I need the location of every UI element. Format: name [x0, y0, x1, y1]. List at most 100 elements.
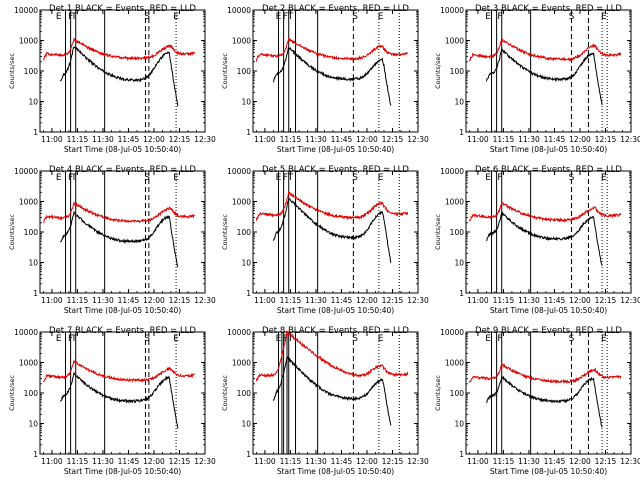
x-tick-label: 11:30	[92, 457, 114, 466]
chart-title: Det 1 BLACK = Events, RED = LLD	[49, 4, 196, 14]
time-marker-letter: F	[283, 12, 288, 22]
time-marker-letter: E	[378, 334, 384, 344]
time-marker-letter: T	[70, 334, 77, 344]
x-tick-label: 12:30	[194, 296, 216, 305]
y-tick-label: 1	[33, 128, 38, 137]
x-tick-label: 12:15	[169, 296, 191, 305]
x-tick-label: 12:15	[169, 135, 191, 144]
time-marker-letter: E	[601, 334, 607, 344]
time-marker-letter: E	[485, 334, 491, 344]
time-marker-letter: E	[485, 12, 491, 22]
y-tick-label: 1000	[445, 359, 464, 368]
x-tick-label: 11:45	[331, 135, 353, 144]
x-tick-label: 11:45	[331, 296, 353, 305]
time-marker-letter: F	[68, 12, 73, 22]
time-marker-letter: E	[276, 12, 282, 22]
chart-panel: Det 4 BLACK = Events, RED = LLD 1 10 100 100…	[8, 165, 216, 315]
time-marker-letter: S	[352, 334, 358, 344]
x-tick-label: 12:00	[143, 135, 165, 144]
x-tick-label: 11:15	[493, 457, 515, 466]
time-marker-letter: F	[497, 334, 502, 344]
time-marker-letter: E	[276, 334, 282, 344]
time-marker-letter: E	[378, 173, 384, 183]
x-tick-label: 11:45	[544, 135, 566, 144]
x-axis-label: Start Time (08-Jul-05 10:50:40)	[490, 145, 607, 154]
x-tick-label: 11:30	[518, 296, 540, 305]
time-marker-letter: F	[68, 334, 73, 344]
y-tick-label: 1	[459, 128, 464, 137]
y-axis-label: Counts/sec	[8, 214, 16, 250]
chart-title: Det 2 BLACK = Events, RED = LLD	[262, 4, 409, 14]
chart-title: Det 5 BLACK = Events, RED = LLD	[262, 165, 409, 175]
events-series-line	[272, 46, 392, 106]
y-tick-label: 100	[450, 67, 465, 76]
time-marker-letter: T	[70, 12, 77, 22]
y-tick-label: 100	[450, 228, 465, 237]
x-tick-label: 12:15	[595, 135, 617, 144]
lld-series-line	[42, 359, 196, 384]
x-tick-label: 11:45	[118, 296, 140, 305]
events-series-line	[486, 210, 603, 266]
y-tick-label: 1	[246, 289, 251, 298]
y-tick-label: 1	[33, 289, 38, 298]
y-axis-label: Counts/sec	[434, 53, 442, 89]
y-tick-label: 1000	[445, 198, 464, 207]
x-tick-label: 12:30	[407, 135, 429, 144]
time-marker-letter: E	[276, 173, 282, 183]
y-tick-label: 1000	[19, 359, 38, 368]
x-axis-label: Start Time (08-Jul-05 10:50:40)	[64, 467, 181, 476]
y-tick-label: 10	[241, 98, 251, 107]
x-axis-label: Start Time (08-Jul-05 10:50:40)	[277, 306, 394, 315]
y-tick-label: 10000	[227, 6, 251, 15]
x-axis-label: Start Time (08-Jul-05 10:50:40)	[490, 467, 607, 476]
x-tick-label: 11:00	[254, 457, 276, 466]
time-marker-letter: T	[287, 334, 294, 344]
y-tick-label: 1000	[232, 359, 251, 368]
lld-series-line	[43, 36, 196, 62]
x-tick-label: 11:00	[41, 296, 63, 305]
x-tick-label: 11:00	[254, 296, 276, 305]
x-tick-label: 12:30	[407, 296, 429, 305]
y-tick-label: 10000	[227, 328, 251, 337]
y-tick-label: 100	[237, 389, 252, 398]
time-marker-letter: E	[601, 12, 607, 22]
plot-frame	[465, 331, 632, 455]
chart-panel: Det 1 BLACK = Events, RED = LLD 1 10 100 100…	[8, 4, 216, 154]
time-marker-letter: E	[173, 334, 179, 344]
y-axis-label: Counts/sec	[221, 375, 229, 411]
x-tick-label: 11:15	[493, 135, 515, 144]
lld-series-line	[43, 201, 196, 224]
x-tick-label: 12:00	[569, 135, 591, 144]
y-tick-label: 10000	[14, 167, 38, 176]
time-marker-letter: T	[70, 173, 77, 183]
chart-title: Det 9 BLACK = Events, RED = LLD	[475, 326, 622, 336]
events-series-line	[485, 48, 603, 106]
x-axis-label: Start Time (08-Jul-05 10:50:40)	[64, 145, 181, 154]
y-tick-label: 10000	[227, 167, 251, 176]
chart-panel: Det 8 BLACK = Events, RED = LLD 1 10 100 100…	[221, 326, 429, 476]
x-axis-label: Start Time (08-Jul-05 10:50:40)	[490, 306, 607, 315]
y-axis-label: Counts/sec	[8, 375, 16, 411]
x-tick-label: 12:30	[407, 457, 429, 466]
time-marker-letter: E	[173, 173, 179, 183]
x-tick-label: 11:00	[254, 135, 276, 144]
y-tick-label: 100	[237, 228, 252, 237]
y-axis-label: Counts/sec	[434, 375, 442, 411]
y-tick-label: 1000	[232, 37, 251, 46]
y-tick-label: 10	[241, 259, 251, 268]
x-tick-label: 12:30	[620, 296, 640, 305]
x-tick-label: 11:30	[518, 135, 540, 144]
x-tick-label: 11:15	[67, 135, 89, 144]
x-tick-label: 12:30	[194, 135, 216, 144]
time-marker-letter: F	[283, 173, 288, 183]
y-tick-label: 100	[24, 67, 39, 76]
x-tick-label: 11:15	[280, 296, 302, 305]
x-tick-label: 11:00	[41, 135, 63, 144]
plot-frame	[252, 331, 419, 455]
chart-panel: Det 3 BLACK = Events, RED = LLD 1 10 100 100…	[434, 4, 640, 154]
y-tick-label: 10000	[14, 328, 38, 337]
x-tick-label: 11:15	[67, 296, 89, 305]
y-tick-label: 1	[459, 289, 464, 298]
chart-panel: Det 5 BLACK = Events, RED = LLD 1 10 100 100…	[221, 165, 429, 315]
